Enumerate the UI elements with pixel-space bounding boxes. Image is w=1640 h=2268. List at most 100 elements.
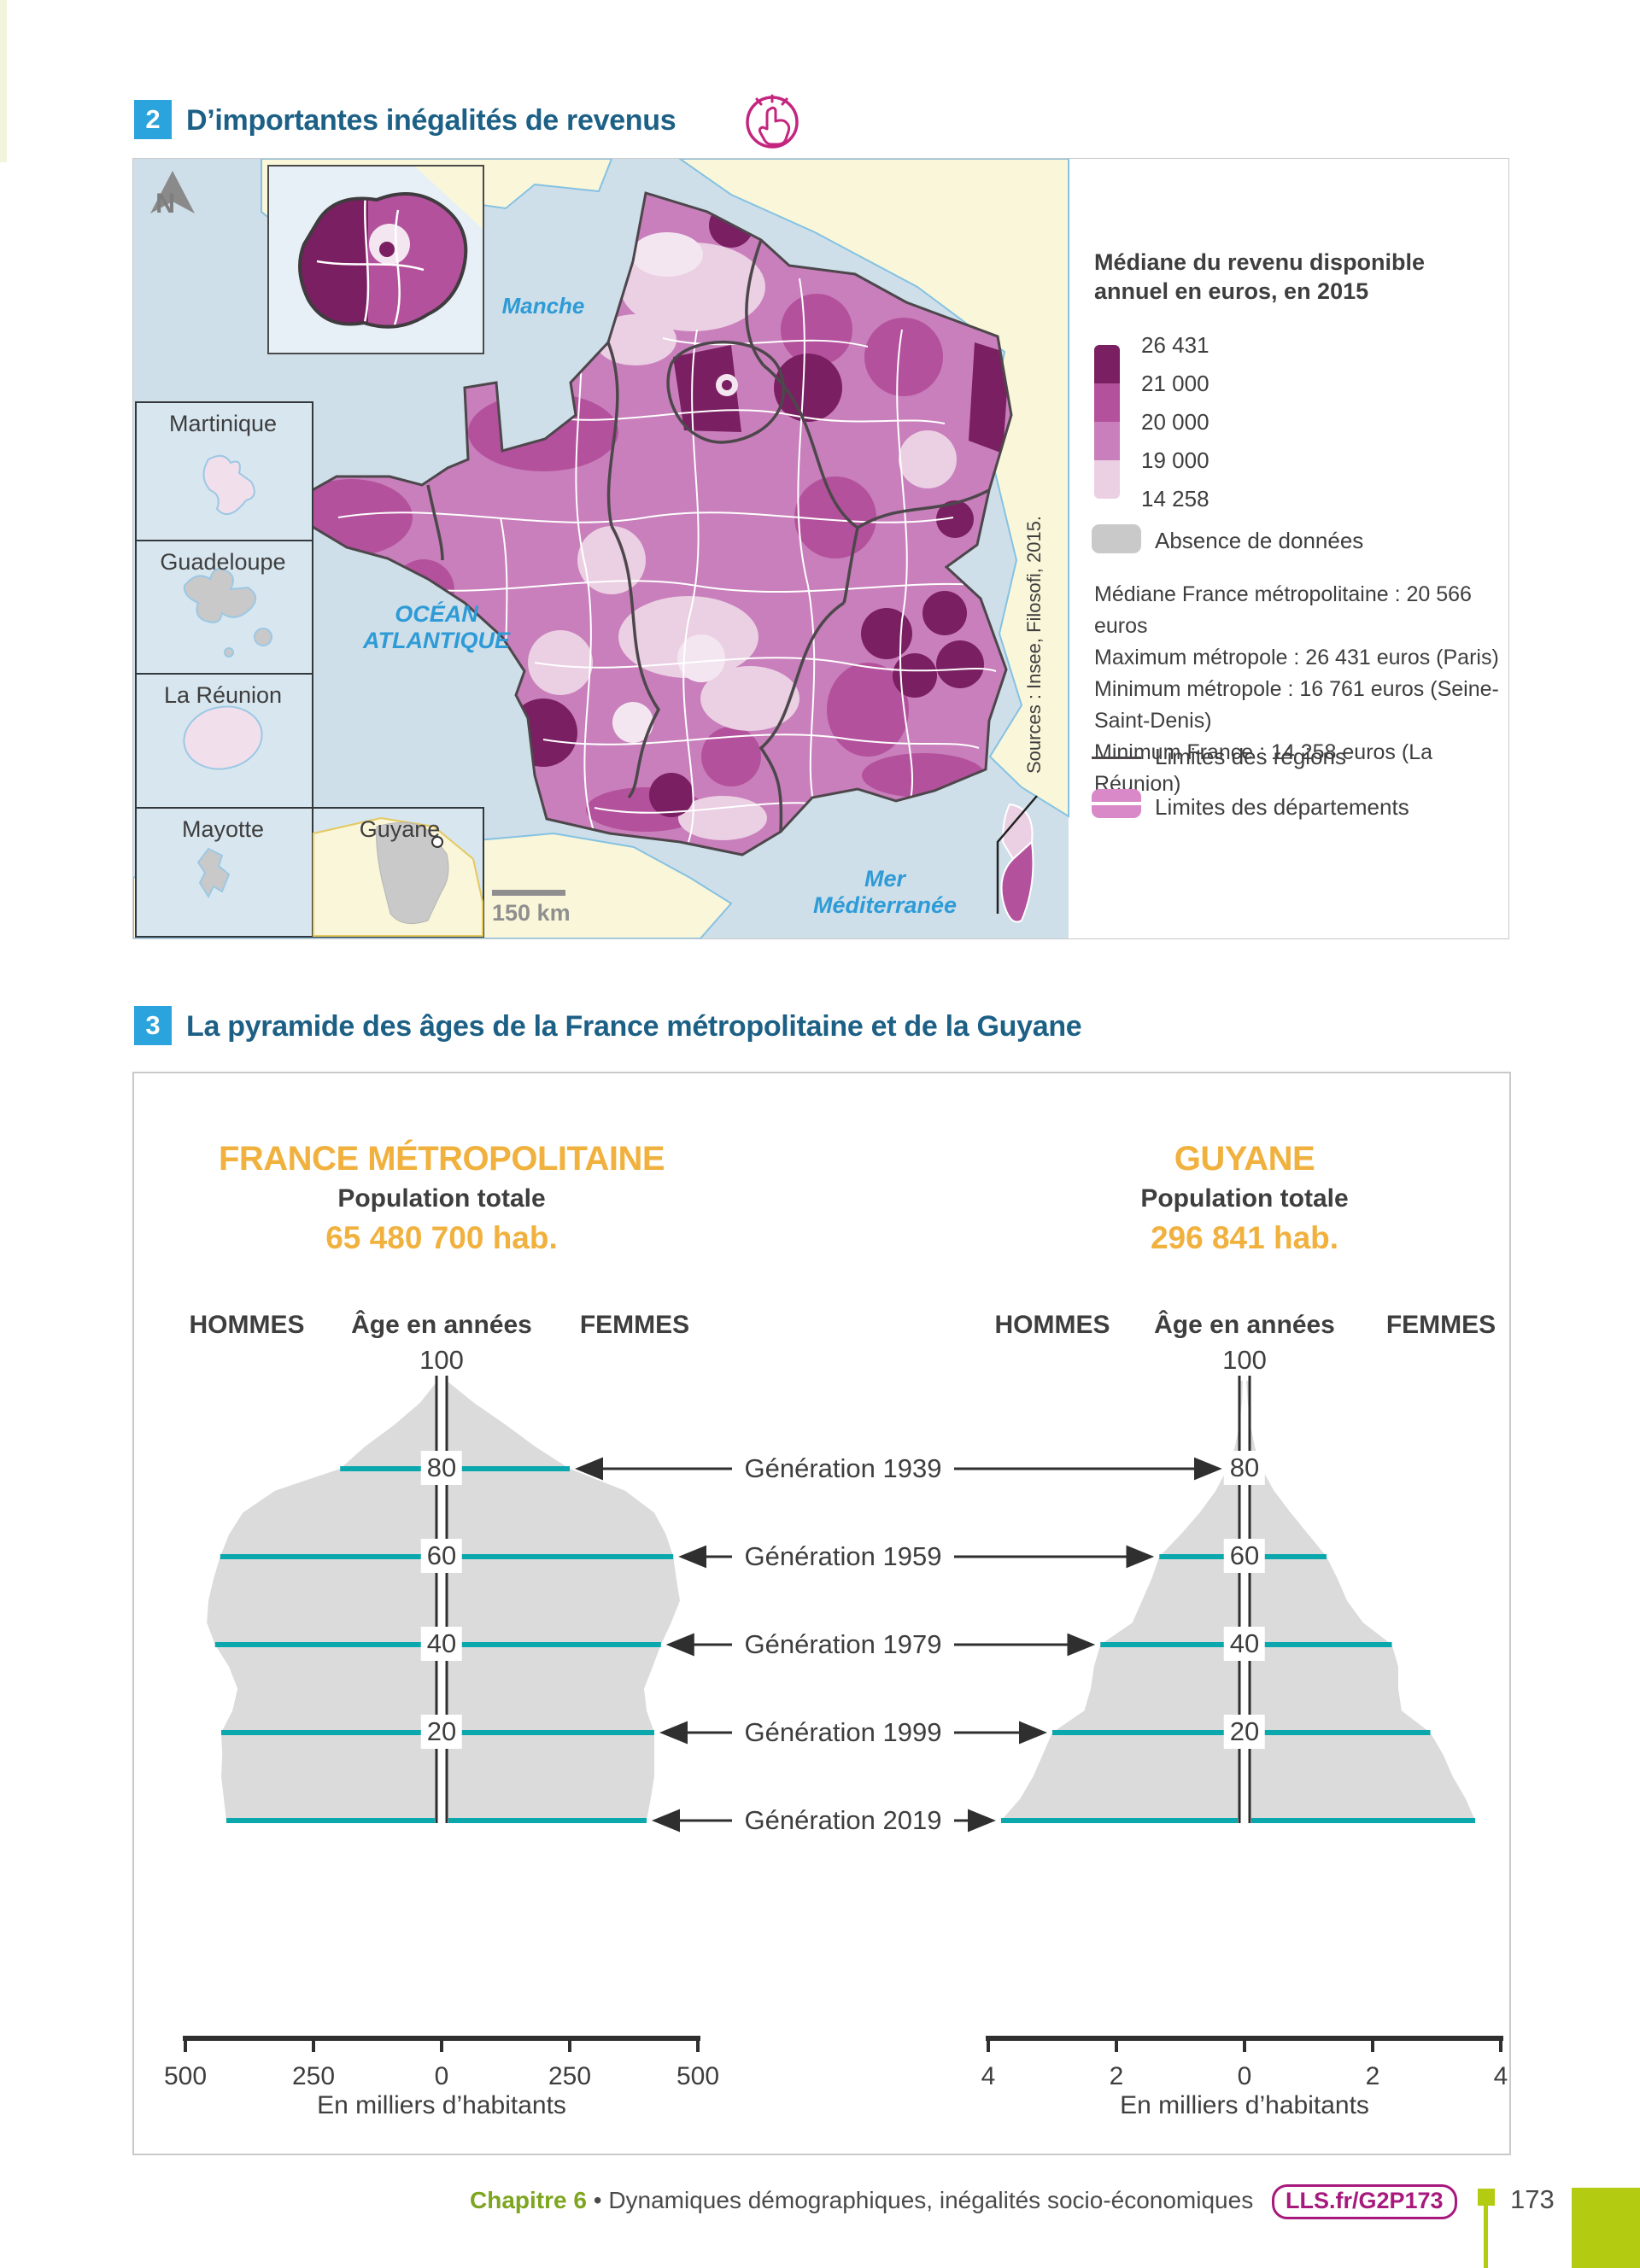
territory-label-mayotte: Mayotte xyxy=(181,816,265,842)
continent-land xyxy=(678,159,1069,818)
pyramid2-pop-total: 296 841 hab. xyxy=(1150,1220,1339,1255)
territory-label-martinique: Martinique xyxy=(168,411,278,436)
pyramid1-age-label: Âge en années xyxy=(351,1311,532,1339)
guadeloupe-islands xyxy=(183,568,272,658)
guyane-inset xyxy=(313,816,483,937)
x-axis-tick-label: 2 xyxy=(1366,2062,1380,2090)
legend-value-3: 20 000 xyxy=(1141,409,1210,435)
region-limit-symbol xyxy=(1092,757,1141,759)
x-axis-tick-label: 0 xyxy=(435,2062,449,2090)
map-source: Sources : Insee, Filosofi, 2015. xyxy=(1023,515,1045,774)
region-limit-label: Limites des régions xyxy=(1155,744,1346,769)
click-icon[interactable] xyxy=(743,91,801,150)
age-tick-80: 80 xyxy=(1223,1451,1266,1485)
age-tick-40: 40 xyxy=(420,1627,463,1661)
generation-label-1979: Génération 1979 xyxy=(739,1627,947,1663)
generation-label-1939: Génération 1939 xyxy=(739,1451,947,1487)
pyramid1-x-unit: En milliers d’habitants xyxy=(317,2091,566,2119)
page-edge-strip xyxy=(0,0,7,162)
territory-label-guyane: Guyane xyxy=(359,816,441,842)
age-tick-80: 80 xyxy=(420,1451,463,1485)
pyramid-women-silhouette xyxy=(1246,1381,1475,1821)
pyramid2-pop-caption: Population totale xyxy=(1140,1184,1349,1213)
x-axis-tick-label: 2 xyxy=(1110,2062,1124,2090)
x-axis-tick-label: 4 xyxy=(981,2062,996,2090)
sea-label-manche: Manche xyxy=(501,293,585,319)
legend-value-1: 26 431 xyxy=(1141,332,1210,358)
pyramid-men-silhouette xyxy=(1001,1381,1243,1821)
x-axis-tick-label: 250 xyxy=(292,2062,335,2090)
age-tick-100: 100 xyxy=(419,1345,464,1375)
territory-label-guadeloupe: Guadeloupe xyxy=(160,549,286,575)
pyramid1-men-label: HOMMES xyxy=(189,1311,305,1339)
martinique-island xyxy=(202,454,255,516)
x-axis-tick-label: 4 xyxy=(1494,2062,1508,2090)
sea-label-mediterranee: Mer Méditerranée xyxy=(812,866,958,919)
pyramid2-x-unit: En milliers d’habitants xyxy=(1120,2091,1369,2119)
page-corner-block xyxy=(1572,2188,1640,2268)
pyramid2-age-label: Âge en années xyxy=(1154,1311,1335,1339)
bookmark-line xyxy=(1484,2206,1488,2268)
footer: Chapitre 6 • Dynamiques démographiques, … xyxy=(470,2184,1457,2219)
age-tick-60: 60 xyxy=(1223,1539,1266,1573)
stat-line: Médiane France métropolitaine : 20 566 e… xyxy=(1094,582,1472,638)
legend-value-2: 21 000 xyxy=(1141,371,1210,396)
stat-line: Minimum France : 14 258 euros (La Réunio… xyxy=(1094,740,1433,796)
bookmark-square xyxy=(1478,2189,1495,2206)
legend-value-4: 19 000 xyxy=(1141,447,1210,473)
idf-inset xyxy=(267,165,484,354)
north-arrow-icon xyxy=(150,171,195,213)
pyramid2-region: GUYANE xyxy=(1174,1140,1315,1178)
legend-swatch-4 xyxy=(1094,460,1120,499)
generation-label-1959: Génération 1959 xyxy=(739,1539,947,1575)
legend-swatch-3 xyxy=(1094,422,1120,460)
footer-title: Dynamiques démographiques, inégalités so… xyxy=(608,2187,1254,2213)
pyramid-women-silhouette xyxy=(447,1381,680,1821)
map-legend-title: Médiane du revenu disponible annuel en e… xyxy=(1094,249,1426,304)
pyramid1-pop-caption: Population totale xyxy=(337,1184,546,1213)
age-tick-20: 20 xyxy=(420,1715,463,1749)
age-tick-40: 40 xyxy=(1223,1627,1266,1661)
x-axis-tick-label: 250 xyxy=(548,2062,591,2090)
section2-title: D’importantes inégalités de revenus xyxy=(186,104,676,137)
no-data-label: Absence de données xyxy=(1155,528,1364,553)
department-limit-symbol xyxy=(1092,789,1141,818)
x-axis-tick-label: 0 xyxy=(1238,2062,1252,2090)
stat-line: Maximum métropole : 26 431 euros (Paris) xyxy=(1094,646,1499,669)
x-axis-tick-label: 500 xyxy=(676,2062,719,2090)
footer-chapter: Chapitre 6 xyxy=(470,2187,587,2213)
pyramid2-women-label: FEMMES xyxy=(1385,1311,1496,1339)
sea-label-atlantique: OCÉAN ATLANTIQUE xyxy=(363,601,510,654)
age-tick-20: 20 xyxy=(1223,1715,1266,1749)
pyramids-figure: 500 250 0 250 500 4 2 0 2 4 FRANCE MÉTROPOLITAINE… xyxy=(132,1072,1511,2155)
corsica xyxy=(996,795,1038,923)
legend-color-scale xyxy=(1094,345,1120,499)
legend-swatch-2 xyxy=(1094,383,1120,422)
section2-badge: 2 xyxy=(134,100,172,139)
map-stats: Médiane France métropolitaine : 20 566 e… xyxy=(1094,579,1504,800)
pyramid1-pop-total: 65 480 700 hab. xyxy=(325,1220,558,1255)
legend-value-5: 14 258 xyxy=(1141,486,1210,511)
x-axis-tick-label: 500 xyxy=(164,2062,207,2090)
department-limit-label: Limites des départements xyxy=(1155,794,1409,820)
pyramid2-men-label: HOMMES xyxy=(994,1311,1110,1339)
page-number: 173 xyxy=(1510,2184,1555,2214)
territory-label-reunion: La Réunion xyxy=(163,682,283,708)
france-border xyxy=(296,191,1013,856)
footer-separator: • xyxy=(593,2187,602,2213)
north-label: N xyxy=(155,188,176,219)
age-tick-100: 100 xyxy=(1222,1345,1267,1375)
income-map-figure: N Manche OCÉAN ATLANTIQUE Mer Méditerran… xyxy=(132,158,1509,939)
no-data-swatch xyxy=(1092,524,1141,553)
france-income-map xyxy=(133,159,1069,938)
legend-swatch-1 xyxy=(1094,345,1120,383)
section3-badge: 3 xyxy=(134,1006,172,1045)
scale-bar-label: 150 km xyxy=(492,900,571,926)
reunion-island xyxy=(183,705,263,770)
pyramid1-women-label: FEMMES xyxy=(579,1311,690,1339)
lls-link[interactable]: LLS.fr/G2P173 xyxy=(1271,2184,1457,2219)
pyramid1-region: FRANCE MÉTROPOLITAINE xyxy=(218,1140,665,1178)
pyramid-men-silhouette xyxy=(207,1381,438,1821)
generation-label-2019: Génération 2019 xyxy=(739,1803,947,1838)
